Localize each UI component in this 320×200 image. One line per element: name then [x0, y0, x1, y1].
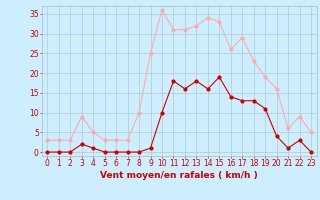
- X-axis label: Vent moyen/en rafales ( km/h ): Vent moyen/en rafales ( km/h ): [100, 171, 258, 180]
